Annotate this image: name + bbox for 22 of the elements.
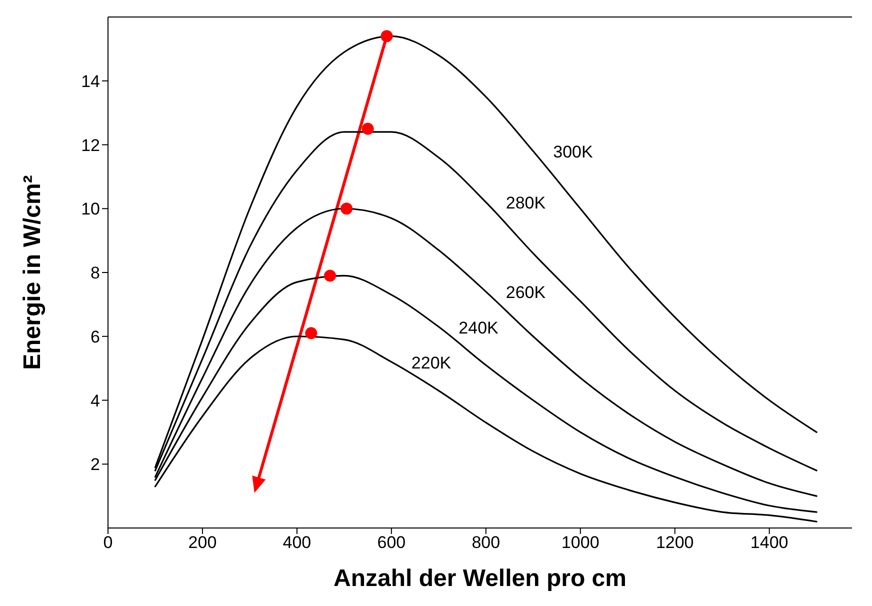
series-label: 280K	[506, 194, 546, 213]
series-label: 300K	[553, 142, 594, 162]
x-tick-label: 400	[282, 533, 312, 552]
y-tick-label: 12	[81, 136, 100, 155]
series-label: 240K	[458, 318, 500, 338]
x-tick-label: 600	[377, 533, 406, 552]
x-tick-label: 800	[472, 533, 500, 552]
y-tick-label: 6	[90, 327, 100, 346]
y-tick-label: 4	[90, 391, 100, 410]
x-tick-label: 1000	[561, 533, 600, 552]
y-tick-label: 8	[90, 264, 100, 283]
x-tick-label: 0	[103, 533, 113, 552]
y-tick-label: 2	[90, 455, 100, 474]
x-tick-label: 200	[188, 533, 217, 552]
y-tick-label: 10	[81, 200, 100, 219]
series-label: 220K	[411, 353, 452, 372]
x-tick-label: 1200	[656, 533, 694, 552]
x-tick-label: 1400	[750, 533, 788, 552]
series-label: 260K	[506, 283, 546, 302]
x-axis-title: Anzahl der Wellen pro cm	[334, 565, 626, 592]
y-axis-title: Energie in W/cm²	[19, 175, 46, 370]
y-tick-label: 14	[81, 72, 100, 91]
